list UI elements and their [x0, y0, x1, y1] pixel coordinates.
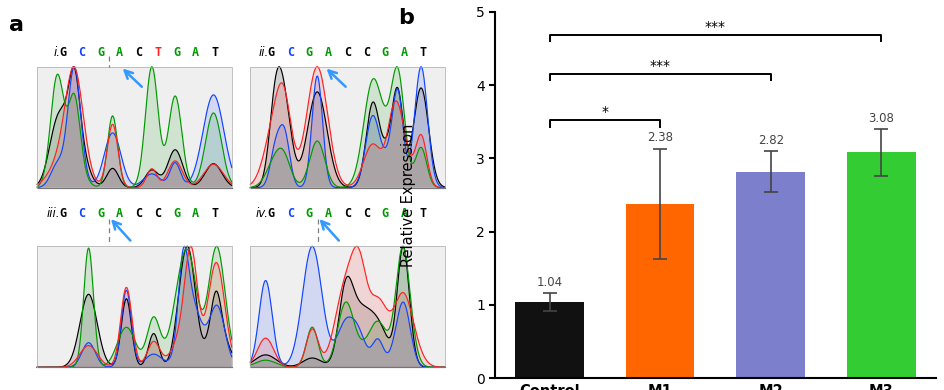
Text: G: G [59, 207, 66, 220]
Polygon shape [250, 67, 445, 188]
Polygon shape [37, 67, 231, 188]
Text: A: A [192, 46, 199, 58]
Bar [735, 172, 804, 378]
Text: 1.04: 1.04 [536, 276, 562, 289]
Text: C: C [78, 46, 85, 58]
Polygon shape [250, 246, 445, 367]
Text: C: C [135, 207, 143, 220]
Bar [625, 204, 694, 378]
Text: C: C [286, 46, 294, 58]
Bar [514, 302, 583, 378]
Text: A: A [116, 207, 123, 220]
Text: A: A [325, 46, 331, 58]
Text: i.: i. [54, 46, 60, 58]
Polygon shape [250, 246, 445, 367]
Text: *: * [600, 105, 608, 119]
Text: G: G [267, 46, 275, 58]
Text: 2.38: 2.38 [647, 131, 672, 144]
Polygon shape [37, 246, 231, 367]
Text: G: G [59, 46, 66, 58]
Text: G: G [381, 207, 388, 220]
Text: G: G [305, 46, 312, 58]
Polygon shape [37, 67, 231, 188]
Text: iv.: iv. [256, 207, 269, 220]
Text: G: G [97, 207, 104, 220]
Text: ii.: ii. [259, 46, 269, 58]
Text: C: C [135, 46, 143, 58]
Polygon shape [37, 67, 231, 188]
Text: C: C [362, 207, 369, 220]
Text: 2.82: 2.82 [757, 134, 783, 147]
Text: C: C [344, 46, 350, 58]
Text: G: G [305, 207, 312, 220]
Polygon shape [37, 246, 231, 367]
Polygon shape [250, 67, 445, 188]
Text: G: G [381, 46, 388, 58]
Text: a: a [9, 15, 25, 35]
Text: T: T [419, 46, 427, 58]
Text: C: C [78, 207, 85, 220]
Text: G: G [97, 46, 104, 58]
Polygon shape [37, 246, 231, 367]
Text: T: T [211, 46, 218, 58]
Text: A: A [400, 207, 408, 220]
Text: iii.: iii. [47, 207, 60, 220]
Polygon shape [37, 67, 231, 188]
Text: T: T [419, 207, 427, 220]
Polygon shape [250, 246, 445, 367]
Text: 3.08: 3.08 [868, 112, 893, 125]
Polygon shape [37, 246, 231, 367]
Text: ***: *** [704, 20, 725, 34]
Text: T: T [211, 207, 218, 220]
Text: G: G [173, 207, 180, 220]
Polygon shape [37, 67, 231, 188]
Text: C: C [362, 46, 369, 58]
Text: C: C [154, 207, 161, 220]
Y-axis label: Relative Expression: Relative Expression [400, 123, 415, 267]
Text: T: T [154, 46, 161, 58]
Text: A: A [325, 207, 331, 220]
Text: C: C [286, 207, 294, 220]
Text: ***: *** [649, 59, 670, 73]
Polygon shape [37, 246, 231, 367]
Polygon shape [250, 67, 445, 188]
Text: G: G [173, 46, 180, 58]
Text: C: C [344, 207, 350, 220]
Text: b: b [398, 8, 414, 28]
Bar [846, 152, 915, 378]
Text: A: A [400, 46, 408, 58]
Polygon shape [250, 67, 445, 188]
Polygon shape [250, 246, 445, 367]
Text: G: G [267, 207, 275, 220]
Text: A: A [192, 207, 199, 220]
Polygon shape [250, 67, 445, 188]
Text: A: A [116, 46, 123, 58]
Polygon shape [250, 246, 445, 367]
